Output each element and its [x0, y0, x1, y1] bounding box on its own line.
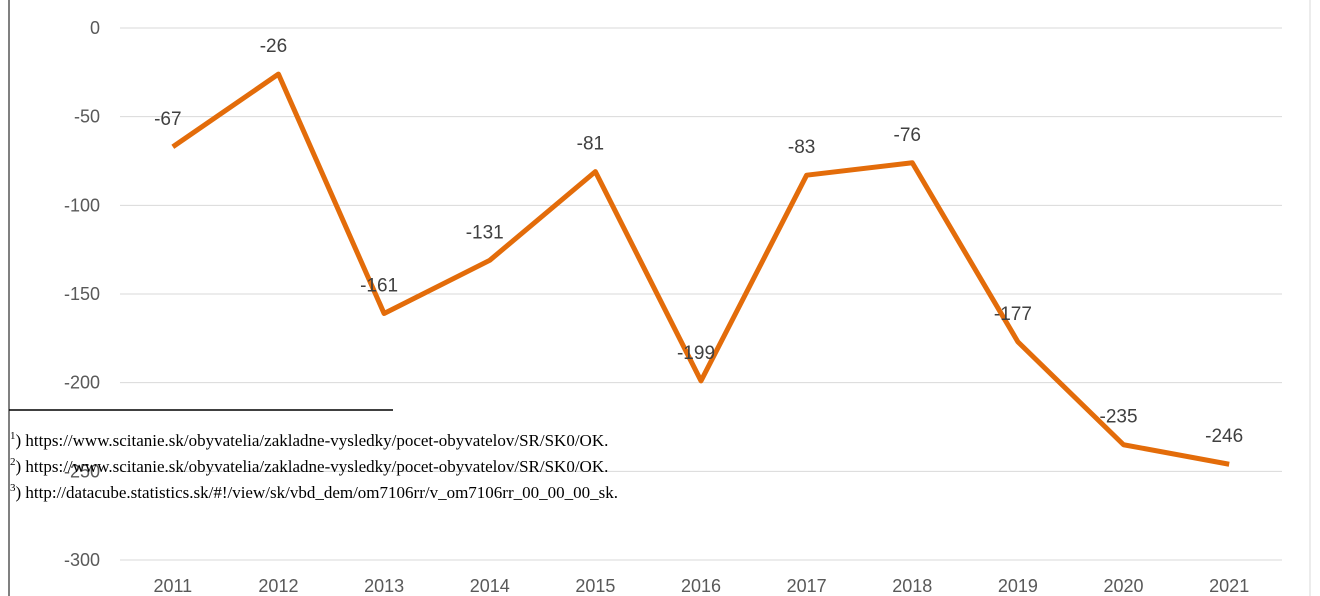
y-tick-label: -200 [64, 373, 100, 393]
x-tick-label: 2018 [892, 576, 932, 596]
y-tick-label: -300 [64, 550, 100, 570]
footnote: 1) https://www.scitanie.sk/obyvatelia/za… [10, 430, 608, 450]
footnote-text: ) https://www.scitanie.sk/obyvatelia/zak… [16, 457, 609, 476]
y-tick-label: -50 [74, 107, 100, 127]
x-tick-label: 2019 [998, 576, 1038, 596]
data-label: -67 [154, 109, 181, 130]
data-label: -83 [788, 137, 815, 158]
y-tick-label: 0 [90, 18, 100, 38]
x-tick-label: 2017 [787, 576, 827, 596]
data-label: -199 [677, 343, 715, 364]
x-tick-label: 2011 [153, 576, 192, 596]
x-tick-label: 2016 [681, 576, 721, 596]
data-line [171, 71, 1230, 467]
data-label: -177 [994, 304, 1032, 325]
data-label: -246 [1205, 426, 1243, 447]
data-label: -235 [1100, 407, 1138, 428]
footnote-text: ) https://www.scitanie.sk/obyvatelia/zak… [16, 431, 609, 450]
footnote-mark: 3 [10, 482, 16, 494]
x-tick-label: 2020 [1104, 576, 1144, 596]
y-tick-label: -100 [64, 195, 100, 215]
x-tick-label: 2013 [364, 576, 404, 596]
y-tick-label: -250 [64, 461, 100, 481]
data-label: -26 [260, 36, 287, 57]
data-label: -76 [894, 125, 921, 146]
footnote: 2) https://www.scitanie.sk/obyvatelia/za… [10, 456, 608, 476]
x-tick-label: 2012 [258, 576, 298, 596]
x-tick-label: 2014 [470, 576, 510, 596]
data-label: -81 [577, 134, 604, 155]
footnote-text: ) http://datacube.statistics.sk/#!/view/… [16, 483, 619, 502]
data-label: -161 [360, 276, 398, 297]
footnote-mark: 1 [10, 430, 16, 442]
x-tick-label: 2015 [575, 576, 615, 596]
footnote: 3) http://datacube.statistics.sk/#!/view… [10, 482, 618, 502]
data-label: -131 [466, 222, 504, 243]
y-tick-label: -150 [64, 284, 100, 304]
footnote-mark: 2 [10, 456, 16, 468]
x-tick-label: 2021 [1209, 576, 1249, 596]
